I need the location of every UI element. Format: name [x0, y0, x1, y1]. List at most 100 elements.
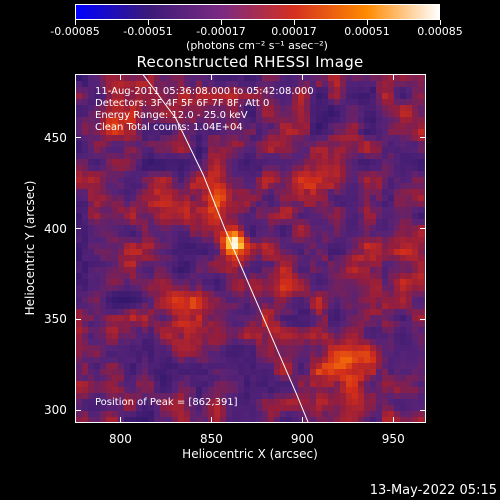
heatmap-cell — [346, 225, 353, 232]
heatmap-cell — [214, 195, 221, 202]
heatmap-cell — [226, 87, 233, 94]
heatmap-cell — [124, 327, 131, 334]
heatmap-cell — [88, 153, 95, 160]
heatmap-cell — [286, 237, 293, 244]
heatmap-cell — [238, 375, 245, 382]
heatmap-cell — [298, 147, 305, 154]
heatmap-cell — [184, 327, 191, 334]
heatmap-cell — [166, 339, 173, 346]
heatmap-cell — [418, 315, 425, 322]
heatmap-cell — [394, 93, 401, 100]
heatmap-cell — [184, 207, 191, 214]
heatmap-cell — [286, 285, 293, 292]
heatmap-cell — [232, 339, 239, 346]
heatmap-cell — [316, 93, 323, 100]
heatmap-cell — [340, 99, 347, 106]
heatmap-cell — [304, 153, 311, 160]
heatmap-cell — [94, 153, 101, 160]
heatmap-cell — [244, 273, 251, 280]
heatmap-cell — [154, 219, 161, 226]
heatmap-cell — [370, 129, 377, 136]
heatmap-cell — [196, 255, 203, 262]
heatmap-cell — [124, 255, 131, 262]
heatmap-cell — [358, 369, 365, 376]
heatmap-cell — [142, 201, 149, 208]
heatmap-cell — [286, 387, 293, 394]
heatmap-cell — [292, 339, 299, 346]
heatmap-cell — [94, 111, 101, 118]
heatmap-cell — [388, 357, 395, 364]
heatmap-cell — [322, 387, 329, 394]
heatmap-cell — [316, 279, 323, 286]
heatmap-cell — [286, 219, 293, 226]
heatmap-cell — [88, 165, 95, 172]
heatmap-cell — [418, 387, 425, 394]
heatmap-cell — [418, 357, 425, 364]
heatmap-cell — [424, 333, 425, 340]
heatmap-cell — [280, 81, 287, 88]
heatmap-cell — [202, 207, 209, 214]
heatmap-cell — [286, 255, 293, 262]
heatmap-cell — [310, 189, 317, 196]
heatmap-cell — [310, 327, 317, 334]
heatmap-cell — [160, 147, 167, 154]
heatmap-cell — [328, 93, 335, 100]
heatmap-cell — [334, 201, 341, 208]
heatmap-cell — [196, 291, 203, 298]
heatmap-cell — [106, 369, 113, 376]
heatmap-cell — [124, 291, 131, 298]
heatmap-cell — [178, 363, 185, 370]
heatmap-cell — [196, 393, 203, 400]
heatmap-cell — [358, 219, 365, 226]
heatmap-cell — [208, 219, 215, 226]
heatmap-cell — [424, 339, 425, 346]
heatmap-cell — [142, 333, 149, 340]
heatmap-cell — [268, 267, 275, 274]
heatmap-cell — [190, 369, 197, 376]
heatmap-cell — [328, 99, 335, 106]
heatmap-cell — [202, 87, 209, 94]
heatmap-cell — [400, 315, 407, 322]
heatmap-cell — [82, 267, 89, 274]
heatmap-cell — [232, 123, 239, 130]
heatmap-cell — [400, 375, 407, 382]
heatmap-cell — [304, 291, 311, 298]
heatmap-cell — [214, 231, 221, 238]
heatmap-cell — [136, 375, 143, 382]
heatmap-cell — [370, 237, 377, 244]
heatmap-cell — [94, 321, 101, 328]
heatmap-cell — [208, 171, 215, 178]
heatmap-cell — [160, 177, 167, 184]
heatmap-cell — [394, 243, 401, 250]
heatmap-cell — [406, 315, 413, 322]
heatmap-cell — [166, 201, 173, 208]
heatmap-cell — [376, 255, 383, 262]
heatmap-cell — [382, 153, 389, 160]
heatmap-cell — [406, 99, 413, 106]
heatmap-cell — [118, 405, 125, 412]
heatmap-cell — [250, 237, 257, 244]
heatmap-cell — [154, 135, 161, 142]
heatmap-cell — [208, 297, 215, 304]
heatmap-cell — [148, 333, 155, 340]
heatmap-cell — [370, 291, 377, 298]
heatmap-cell — [394, 213, 401, 220]
heatmap-cell — [382, 147, 389, 154]
heatmap-cell — [376, 249, 383, 256]
heatmap-cell — [424, 297, 425, 304]
heatmap-cell — [100, 195, 107, 202]
heatmap-cell — [250, 111, 257, 118]
heatmap-cell — [244, 309, 251, 316]
heatmap-cell — [100, 225, 107, 232]
heatmap-cell — [340, 309, 347, 316]
heatmap-cell — [124, 273, 131, 280]
heatmap-cell — [352, 87, 359, 94]
heatmap-cell — [268, 381, 275, 388]
heatmap-cell — [340, 105, 347, 112]
heatmap-cell — [352, 213, 359, 220]
heatmap-cell — [178, 285, 185, 292]
heatmap-cell — [346, 303, 353, 310]
heatmap-cell — [94, 171, 101, 178]
heatmap-cell — [394, 357, 401, 364]
heatmap-cell — [400, 87, 407, 94]
